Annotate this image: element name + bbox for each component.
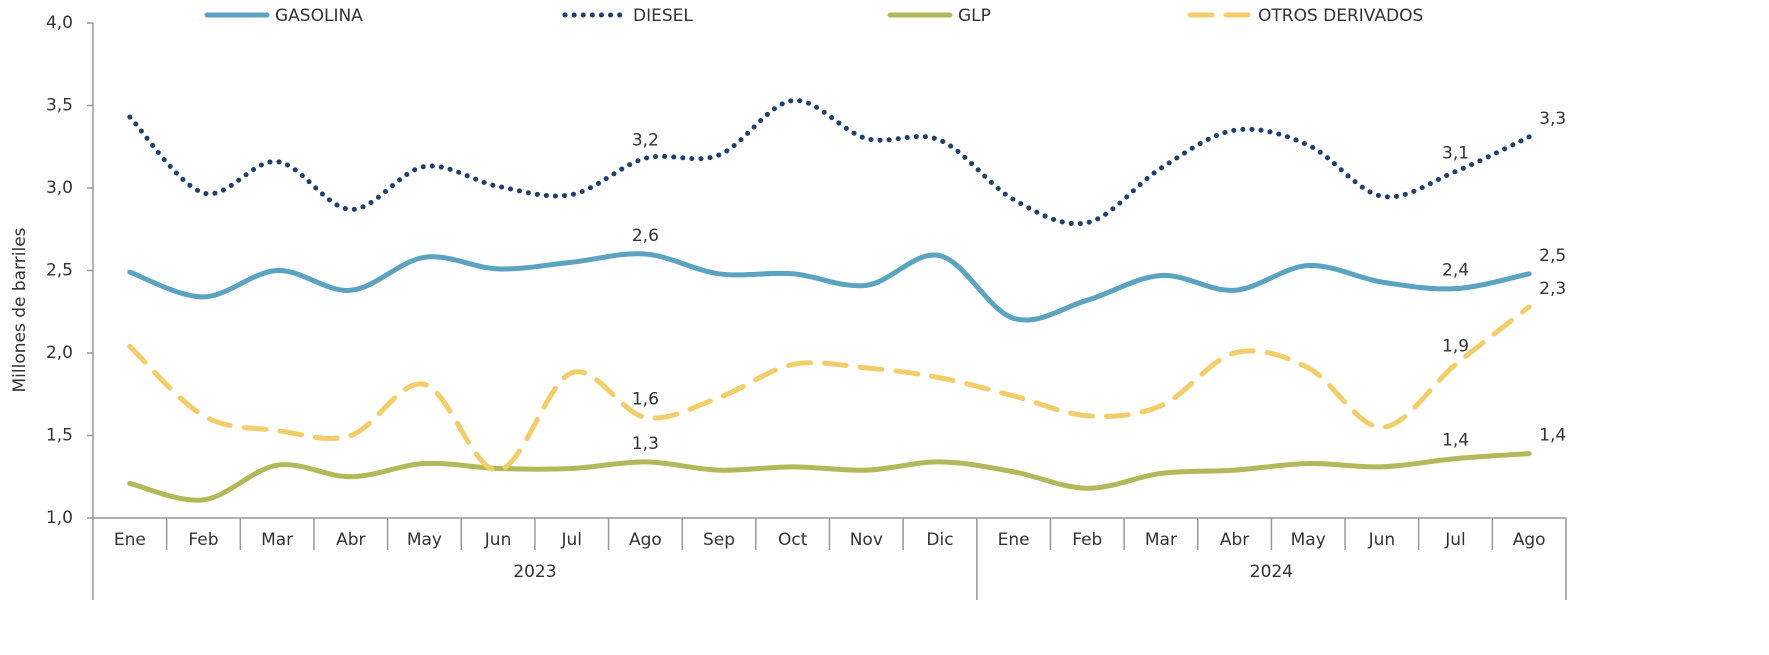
x-tick-label: Nov (850, 530, 883, 550)
x-tick-label: Feb (1072, 530, 1102, 550)
data-label: 1,3 (632, 434, 659, 454)
y-tick-label: 4,0 (46, 13, 73, 33)
data-label: 1,6 (632, 389, 659, 409)
legend-label: OTROS DERIVADOS (1258, 6, 1423, 26)
y-axis-label: Millones de barriles (10, 227, 30, 392)
x-tick-label: Jul (560, 530, 582, 550)
x-tick-label: Ago (1513, 530, 1546, 550)
series-line (127, 304, 1532, 473)
data-label: 3,1 (1442, 144, 1469, 164)
x-tick-label: Mar (1145, 530, 1177, 550)
y-tick-label: 2,0 (46, 343, 73, 363)
legend-label: GLP (958, 6, 991, 26)
x-tick-label: Abr (336, 530, 365, 550)
x-tick-label: Ene (114, 530, 146, 550)
data-label: 2,3 (1539, 279, 1566, 299)
x-tick-label: Feb (188, 530, 218, 550)
x-tick-label: Mar (261, 530, 293, 550)
data-label: 2,6 (632, 226, 659, 246)
data-label: 3,2 (632, 130, 659, 150)
data-label: 2,4 (1442, 261, 1469, 281)
series-line (127, 251, 1532, 323)
y-tick-label: 2,5 (46, 261, 73, 281)
x-tick-label: Ene (998, 530, 1030, 550)
x-tick-label: Jul (1444, 530, 1466, 550)
x-group-label: 2024 (1250, 562, 1293, 582)
x-tick-label: Dic (926, 530, 953, 550)
x-group-label: 2023 (513, 562, 556, 582)
x-tick-label: Abr (1220, 530, 1249, 550)
data-label: 1,4 (1442, 431, 1469, 451)
series-line (127, 98, 1532, 227)
legend-label: GASOLINA (275, 6, 363, 26)
x-tick-label: Jun (484, 530, 512, 550)
y-tick-label: 3,0 (46, 178, 73, 198)
x-tick-label: Ago (629, 530, 662, 550)
y-tick-label: 1,0 (46, 508, 73, 528)
x-tick-label: Sep (703, 530, 735, 550)
y-tick-label: 1,5 (46, 426, 73, 446)
data-label: 1,4 (1539, 426, 1566, 446)
data-label: 1,9 (1442, 337, 1469, 357)
y-tick-label: 3,5 (46, 96, 73, 116)
data-label: 3,3 (1539, 109, 1566, 129)
x-tick-label: Jun (1368, 530, 1396, 550)
x-tick-label: May (407, 530, 442, 550)
data-label: 2,5 (1539, 246, 1566, 266)
legend-label: DIESEL (633, 6, 693, 26)
x-tick-label: Oct (778, 530, 808, 550)
x-tick-label: May (1291, 530, 1326, 550)
series-line (127, 451, 1532, 503)
